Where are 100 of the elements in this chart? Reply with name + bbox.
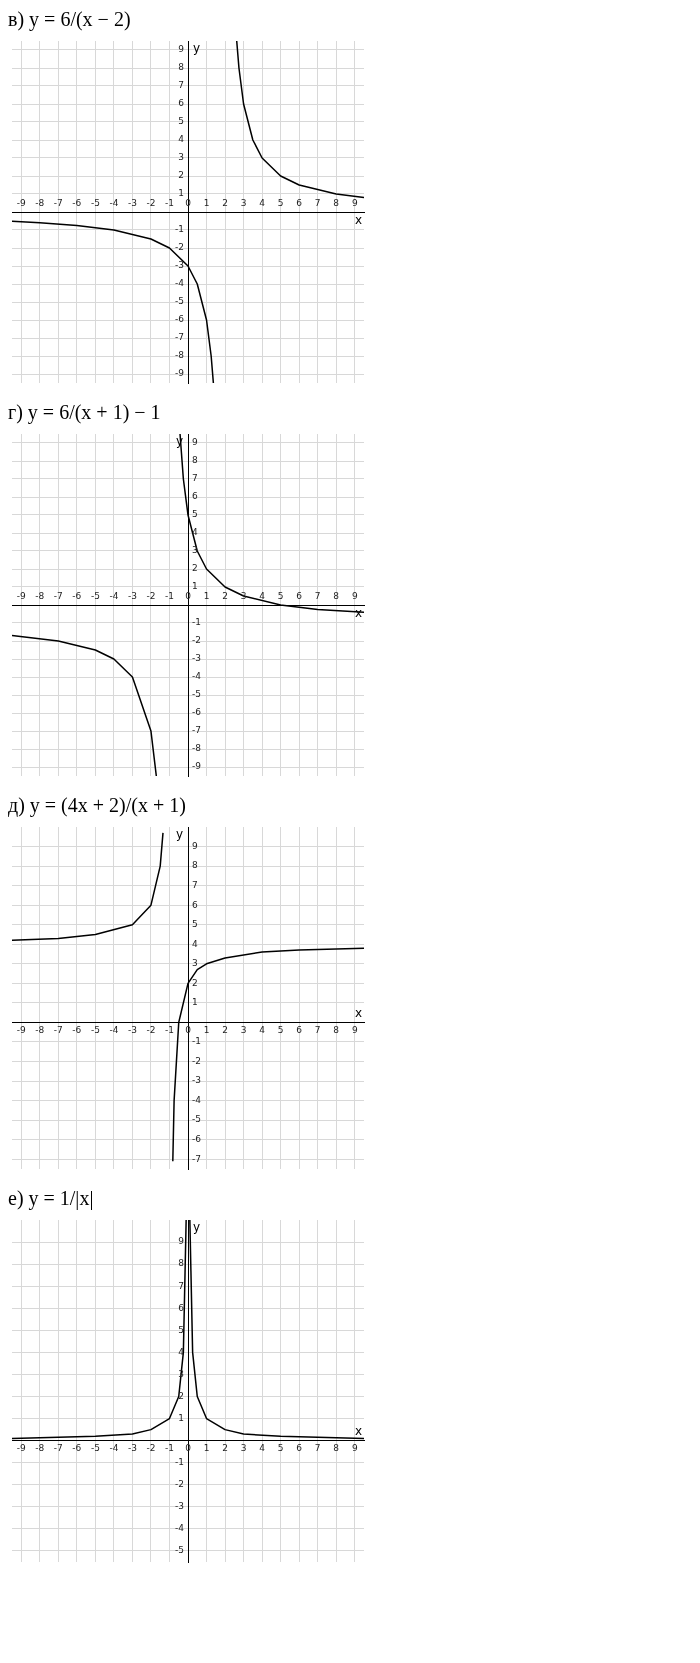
x-tick-label: -3 (127, 197, 137, 208)
x-tick-label: 4 (259, 1443, 266, 1454)
x-tick-label: 5 (277, 1025, 284, 1036)
y-tick-label: -9 (191, 761, 202, 772)
y-axis-title: y (193, 41, 201, 56)
y-tick-label: 3 (178, 152, 184, 163)
x-tick-label: 2 (222, 590, 228, 601)
x-tick-label: -2 (146, 1025, 156, 1036)
y-tick-label: 3 (192, 958, 198, 969)
y-tick-label: -1 (191, 1036, 201, 1047)
x-axis-title: x (354, 213, 362, 228)
x-tick-label: 8 (333, 1443, 340, 1454)
y-tick-label: -8 (175, 350, 185, 361)
x-tick-label: 6 (296, 1025, 303, 1036)
y-tick-label: 4 (192, 938, 198, 949)
x-tick-label: -2 (146, 197, 156, 208)
x-tick-label: -7 (53, 590, 63, 601)
x-tick-label: 5 (277, 1443, 284, 1454)
x-tick-label: -6 (72, 1443, 82, 1454)
y-tick-label: -7 (191, 1153, 201, 1164)
y-tick-label: 5 (178, 116, 184, 127)
x-tick-label: -8 (35, 1025, 45, 1036)
x-axis-title: x (354, 1005, 362, 1020)
y-tick-label: -3 (175, 1501, 185, 1512)
x-tick-label: -1 (164, 1025, 174, 1036)
y-tick-label: 3 (178, 1368, 184, 1379)
x-tick-label: 5 (277, 590, 284, 601)
x-tick-label: 0 (185, 590, 192, 601)
y-tick-label: 7 (178, 80, 184, 91)
y-tick-label: -4 (175, 278, 185, 289)
y-tick-label: 2 (178, 1390, 184, 1401)
y-tick-label: 6 (178, 98, 185, 109)
y-tick-label: 6 (178, 1302, 185, 1313)
x-tick-label: 4 (259, 197, 266, 208)
x-tick-label: 7 (314, 1025, 321, 1036)
y-tick-label: 6 (192, 491, 198, 502)
y-tick-label: -3 (191, 1075, 201, 1086)
x-tick-label: -8 (35, 1443, 45, 1454)
x-tick-label: -9 (16, 590, 27, 601)
x-tick-label: 9 (351, 590, 358, 601)
y-tick-label: -2 (191, 635, 201, 646)
x-tick-label: -1 (164, 1443, 174, 1454)
x-tick-label: 1 (203, 1443, 210, 1454)
y-tick-label: 1 (178, 188, 184, 199)
x-tick-label: -1 (164, 197, 174, 208)
y-tick-label: 9 (178, 44, 185, 55)
y-tick-label: 8 (178, 62, 185, 73)
y-tick-label: -6 (175, 314, 185, 325)
x-tick-label: -2 (146, 1443, 156, 1454)
y-tick-label: 1 (178, 1412, 184, 1423)
chart-title: д) y = (4x + 2)/(x + 1) (8, 794, 187, 817)
x-tick-label: 8 (333, 590, 340, 601)
x-tick-label: 2 (222, 197, 228, 208)
y-tick-label: 5 (192, 919, 198, 930)
x-tick-label: 0 (185, 1443, 192, 1454)
x-tick-label: 9 (351, 1025, 358, 1036)
y-tick-label: -8 (191, 743, 202, 754)
x-tick-label: -5 (90, 1443, 100, 1454)
x-tick-label: -3 (127, 1443, 137, 1454)
x-tick-label: 4 (259, 1025, 266, 1036)
x-tick-label: -4 (109, 590, 119, 601)
y-tick-label: -5 (191, 689, 201, 700)
x-tick-label: 6 (296, 590, 303, 601)
x-tick-label: -4 (109, 1443, 119, 1454)
x-tick-label: 4 (259, 590, 266, 601)
y-tick-label: -5 (175, 1545, 185, 1556)
y-tick-label: -9 (175, 368, 185, 379)
x-tick-label: 1 (203, 1025, 210, 1036)
x-tick-label: -6 (72, 1025, 82, 1036)
y-tick-label: -6 (191, 707, 202, 718)
x-tick-label: 1 (203, 590, 210, 601)
y-tick-label: 9 (192, 840, 198, 851)
x-tick-label: -4 (109, 197, 119, 208)
x-tick-label: -9 (16, 197, 27, 208)
x-tick-label: 3 (240, 197, 247, 208)
x-tick-label: -7 (53, 197, 63, 208)
x-tick-label: -4 (109, 1025, 119, 1036)
y-tick-label: 1 (192, 581, 198, 592)
y-tick-label: 2 (192, 563, 198, 574)
x-tick-label: 3 (240, 1025, 247, 1036)
y-tick-label: -4 (191, 1094, 202, 1105)
y-tick-label: 7 (178, 1280, 184, 1291)
x-tick-label: -5 (90, 197, 100, 208)
y-tick-label: -4 (191, 671, 202, 682)
x-tick-label: 0 (185, 1025, 192, 1036)
y-tick-label: 9 (192, 437, 198, 448)
x-tick-label: -2 (146, 590, 156, 601)
y-tick-label: -1 (175, 1457, 185, 1468)
chart-title: е) y = 1/|x| (8, 1187, 95, 1210)
y-tick-label: -2 (191, 1055, 201, 1066)
y-tick-label: 5 (192, 509, 198, 520)
y-tick-label: -2 (175, 1479, 185, 1490)
x-tick-label: -5 (90, 590, 100, 601)
x-tick-label: 1 (203, 197, 210, 208)
x-axis-title: x (354, 1423, 362, 1438)
y-tick-label: 8 (178, 1258, 185, 1269)
x-tick-label: 2 (222, 1443, 228, 1454)
y-tick-label: -5 (175, 296, 185, 307)
y-tick-label: 1 (192, 997, 198, 1008)
x-tick-label: 3 (240, 1443, 247, 1454)
